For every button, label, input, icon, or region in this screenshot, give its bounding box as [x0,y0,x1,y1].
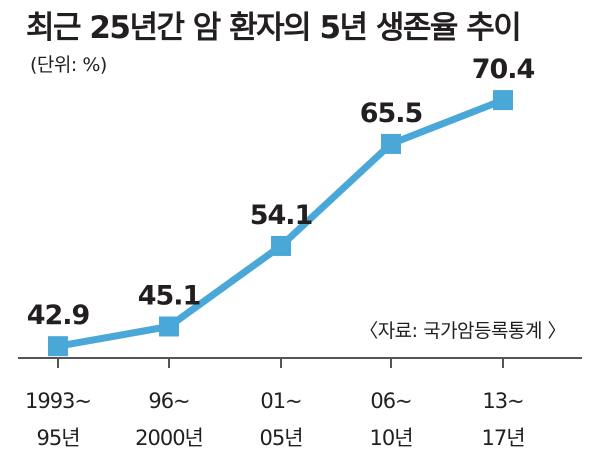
chart-title: 최근 25년간 암 환자의 5년 생존율 추이 [26,10,522,46]
x-tick-label: 13~ [482,389,523,413]
x-tick-label: 05년 [259,426,302,450]
x-tick-label: 96~ [148,389,189,413]
data-point-marker [381,133,401,154]
x-tick-label: 95년 [36,426,79,450]
data-point-marker [159,316,179,337]
data-value-label: 45.1 [138,280,201,311]
data-value-label: 65.5 [360,98,423,129]
data-value-label: 70.4 [472,54,535,85]
data-point-marker [493,90,513,111]
x-tick-label: 17년 [481,426,524,450]
x-tick-label: 10년 [369,426,412,450]
x-tick-label: 01~ [260,389,301,413]
data-value-label: 54.1 [250,200,313,231]
x-tick-label: 2000년 [135,426,203,450]
unit-label: (단위: %) [30,54,107,76]
source-note: 〈자료: 국가암등록통계 〉 [359,320,566,342]
data-point-marker [271,235,291,256]
data-point-marker [48,336,68,357]
x-tick-label: 1993~ [25,389,91,413]
data-value-label: 42.9 [27,300,90,331]
x-tick-label: 06~ [370,389,411,413]
